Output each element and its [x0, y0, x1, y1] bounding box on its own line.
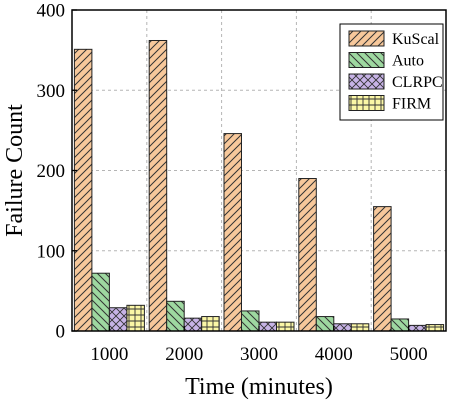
bar-hatch-kuscal-1000	[73, 48, 93, 332]
x-tick-label: 3000	[240, 344, 278, 365]
x-tick-label: 4000	[315, 344, 353, 365]
bar-hatch-clrpc-4000	[333, 323, 352, 332]
x-axis-title: Time (minutes)	[185, 374, 333, 400]
x-tick-label: 1000	[90, 344, 128, 365]
legend-label-auto: Auto	[392, 53, 424, 70]
bar-hatch-auto-3000	[241, 310, 260, 332]
y-tick-label: 300	[37, 81, 66, 102]
bars	[73, 39, 445, 332]
legend-label-kuscal: KuScal	[392, 31, 440, 48]
y-tick-label: 100	[37, 241, 66, 262]
bar-hatch-firm-2000	[201, 316, 220, 332]
legend-swatch-hatch-kuscal	[348, 30, 385, 47]
bar-hatch-auto-2000	[166, 300, 185, 332]
bar-hatch-auto-4000	[315, 316, 335, 332]
legend-label-clrpc: CLRPC	[392, 74, 443, 91]
axis-ticks: 0 100 200 300 400 1000 2000 3000 4000 5000	[37, 1, 428, 366]
bar-hatch-clrpc-5000	[408, 324, 427, 332]
bar-hatch-auto-5000	[390, 318, 410, 332]
bar-hatch-auto-1000	[91, 272, 110, 332]
bar-hatch-clrpc-3000	[258, 321, 277, 332]
y-tick-label: 0	[56, 322, 66, 343]
bar-hatch-firm-5000	[425, 324, 445, 332]
bar-hatch-kuscal-5000	[373, 206, 392, 332]
bar-hatch-kuscal-2000	[148, 39, 168, 332]
bar-hatch-kuscal-4000	[298, 178, 317, 332]
legend: KuScal Auto CLRPC FIRM	[339, 23, 444, 121]
y-tick-label: 200	[37, 161, 66, 182]
bar-hatch-firm-1000	[126, 304, 145, 332]
legend-swatch-hatch-firm	[348, 95, 385, 111]
y-axis-title: Failure Count	[2, 104, 28, 237]
bar-hatch-firm-3000	[276, 321, 295, 332]
bar-hatch-kuscal-3000	[223, 133, 242, 332]
legend-swatch-hatch-auto	[348, 52, 385, 68]
legend-swatch-hatch-clrpc	[348, 73, 385, 90]
bar-hatch-clrpc-2000	[183, 317, 203, 332]
y-tick-label: 400	[37, 1, 66, 22]
bar-hatch-firm-4000	[350, 323, 370, 332]
x-tick-label: 2000	[165, 344, 203, 365]
legend-label-firm: FIRM	[392, 96, 431, 113]
bar-hatch-clrpc-1000	[108, 307, 128, 332]
x-tick-label: 5000	[390, 344, 428, 365]
gridlines	[72, 10, 446, 331]
